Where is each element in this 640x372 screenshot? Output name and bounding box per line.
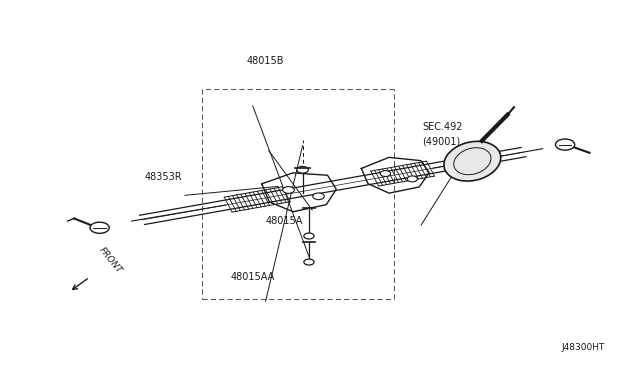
Circle shape	[304, 233, 314, 239]
Circle shape	[283, 187, 294, 193]
Text: 48015A: 48015A	[266, 217, 303, 226]
Text: (49001): (49001)	[422, 137, 461, 147]
Circle shape	[556, 139, 575, 150]
Text: J48300HT: J48300HT	[561, 343, 605, 352]
Text: SEC.492: SEC.492	[422, 122, 463, 132]
Text: FRONT: FRONT	[97, 246, 124, 275]
Text: 48015B: 48015B	[247, 56, 284, 66]
Text: 48353R: 48353R	[145, 172, 182, 182]
Circle shape	[304, 259, 314, 265]
Ellipse shape	[444, 141, 501, 181]
Circle shape	[90, 222, 109, 233]
Circle shape	[380, 171, 390, 177]
Circle shape	[313, 193, 324, 200]
Text: 48015AA: 48015AA	[230, 272, 275, 282]
Circle shape	[297, 166, 308, 173]
Circle shape	[407, 176, 417, 182]
